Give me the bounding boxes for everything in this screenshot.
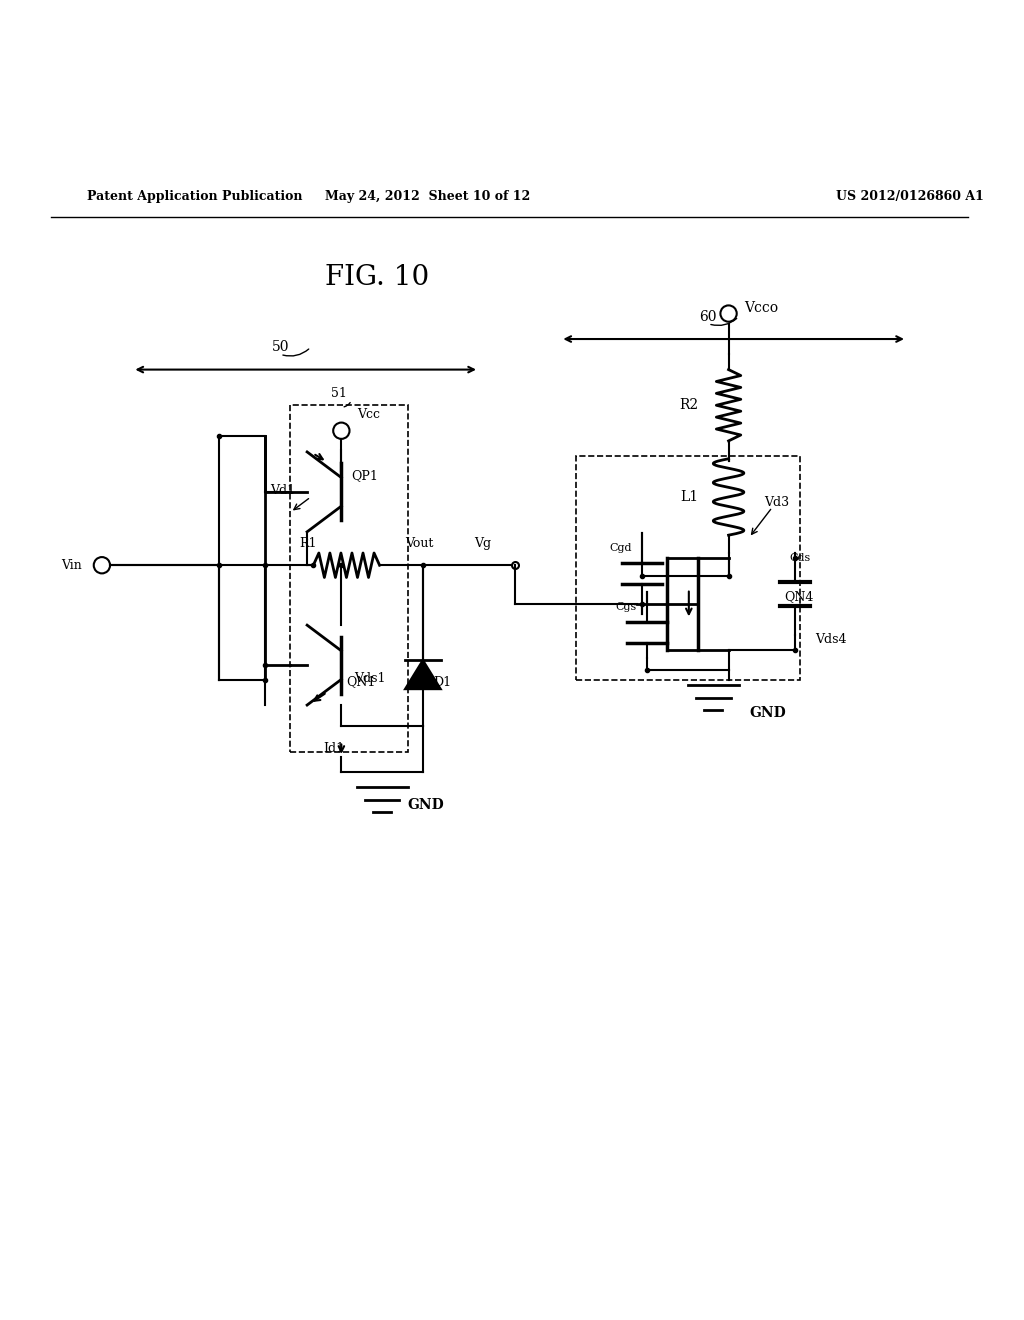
Text: Cgd: Cgd xyxy=(609,543,632,553)
Text: Vcco: Vcco xyxy=(743,301,778,315)
Text: 60: 60 xyxy=(699,310,717,323)
Text: Id1: Id1 xyxy=(323,742,344,755)
Text: GND: GND xyxy=(749,706,785,719)
Polygon shape xyxy=(404,660,440,689)
Text: Vd1: Vd1 xyxy=(270,484,295,496)
Text: L1: L1 xyxy=(680,490,698,504)
Text: R1: R1 xyxy=(299,537,316,550)
Text: QP1: QP1 xyxy=(351,469,379,482)
Text: R2: R2 xyxy=(679,399,698,412)
Text: Vcc: Vcc xyxy=(356,408,380,421)
Text: Vds4: Vds4 xyxy=(815,634,847,645)
Text: Vd3: Vd3 xyxy=(764,495,790,508)
Text: D1: D1 xyxy=(433,676,452,689)
Text: 51: 51 xyxy=(331,387,347,400)
Text: Cgs: Cgs xyxy=(615,602,637,612)
Text: Vin: Vin xyxy=(60,558,82,572)
Text: 50: 50 xyxy=(271,341,289,354)
Text: QN1: QN1 xyxy=(346,676,376,688)
Text: Patent Application Publication: Patent Application Publication xyxy=(87,190,302,203)
Text: Vg: Vg xyxy=(474,537,490,550)
Text: QN4: QN4 xyxy=(784,590,814,603)
Text: FIG. 10: FIG. 10 xyxy=(325,264,429,292)
Text: May 24, 2012  Sheet 10 of 12: May 24, 2012 Sheet 10 of 12 xyxy=(326,190,530,203)
Text: Cds: Cds xyxy=(790,553,811,564)
Text: Vds1: Vds1 xyxy=(354,672,386,685)
Text: US 2012/0126860 A1: US 2012/0126860 A1 xyxy=(836,190,983,203)
Text: GND: GND xyxy=(408,797,444,812)
Text: Vout: Vout xyxy=(406,537,434,550)
